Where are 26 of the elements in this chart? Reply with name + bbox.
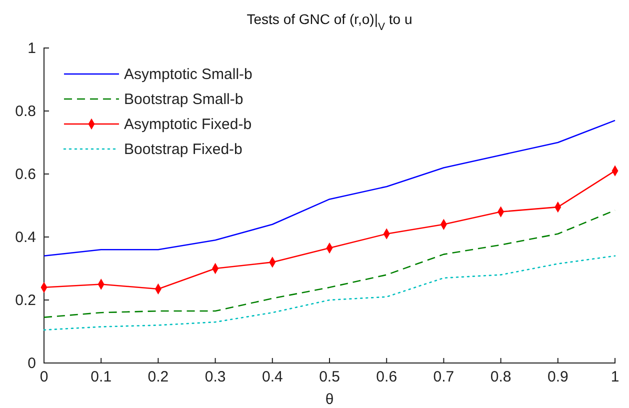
line-series (43, 120, 616, 257)
x-tick-label: 0.6 (376, 368, 398, 386)
x-tick-label: 0.3 (204, 368, 226, 386)
x-tick-label: 0.4 (262, 368, 283, 386)
y-tick-label: 1 (28, 40, 36, 57)
x-tick-label: 0 (40, 368, 48, 386)
x-tick-label: 1 (610, 368, 620, 386)
y-tick-label: 0.2 (15, 292, 36, 309)
legend-label: Asymptotic Fixed-b (124, 116, 252, 133)
y-tick-label: 0.6 (15, 166, 36, 183)
x-tick-label: 0.9 (547, 368, 568, 386)
y-tick-label: 0 (28, 354, 36, 372)
chart-title: Tests of GNC of (r,o)|$_{V}$ to u (246, 11, 412, 33)
legend-label: Bootstrap Small-b (124, 91, 244, 108)
x-tick-label: 0.1 (90, 368, 112, 386)
x-axis-title: θ (325, 391, 334, 408)
x-tick-label: 0.2 (148, 368, 169, 386)
legend-label: Asymptotic Small-b (124, 66, 252, 83)
x-tick-label: 0.8 (490, 368, 512, 386)
legend-label: Bootstrap Fixed-b (124, 141, 242, 158)
x-tick-label: 0.7 (433, 368, 454, 386)
line-series (43, 210, 616, 318)
x-tick-label: 0.5 (319, 368, 340, 386)
y-tick-label: 0.8 (15, 102, 36, 120)
line-series (43, 255, 616, 331)
y-tick-label: 0.4 (15, 228, 36, 246)
